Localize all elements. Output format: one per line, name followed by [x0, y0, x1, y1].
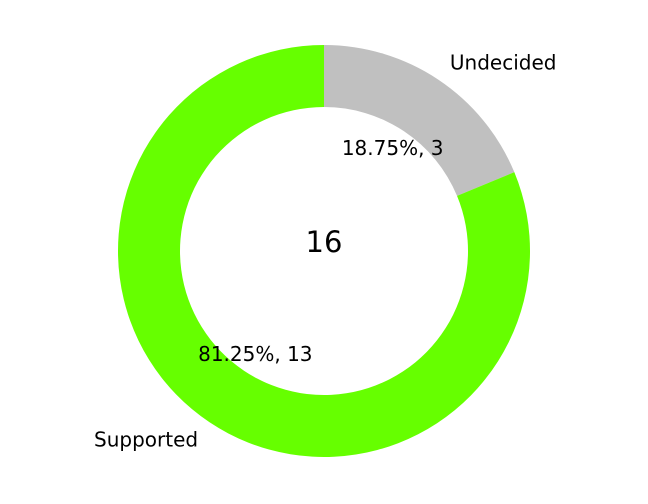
value-label-undecided: 18.75%, 3 — [342, 136, 444, 160]
labels-group: Undecided 18.75%, 3 Supported 81.25%, 13 — [94, 51, 556, 452]
center-total-label: 16 — [306, 225, 343, 259]
value-label-supported: 81.25%, 13 — [198, 342, 312, 366]
category-label-undecided: Undecided — [450, 51, 557, 75]
slices-group — [118, 45, 531, 457]
slice-undecided — [324, 45, 515, 196]
category-label-supported: Supported — [94, 427, 198, 451]
slice-supported — [118, 45, 531, 457]
